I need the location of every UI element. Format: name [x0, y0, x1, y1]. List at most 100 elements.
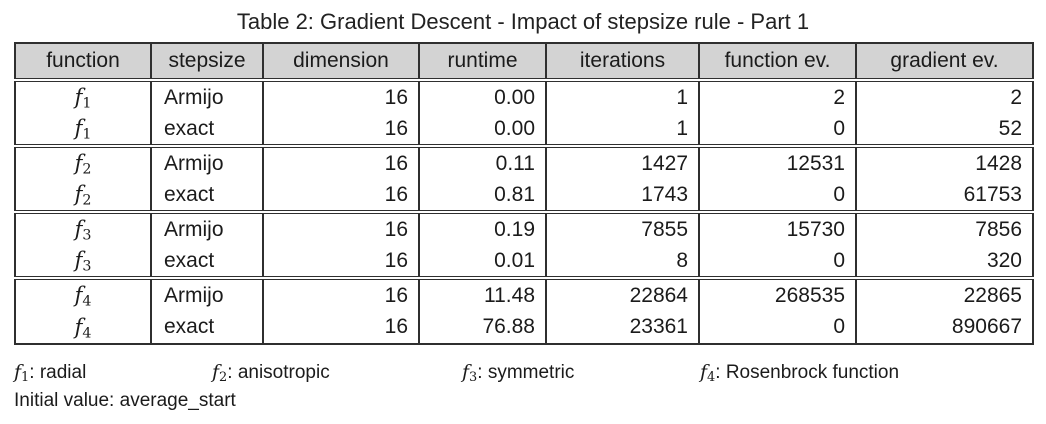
math-f-symbol: f — [74, 217, 83, 241]
math-f-symbol: f — [700, 361, 708, 383]
cell-runtime: 0.19 — [418, 210, 547, 245]
column-header-iterations: iterations — [545, 43, 700, 82]
table-row: f1 exact 16 0.00 1 0 52 — [14, 113, 1034, 146]
column-header-function_ev: function ev. — [698, 43, 857, 82]
cell-dimension: 16 — [262, 276, 420, 311]
math-f-symbol: f — [14, 361, 22, 383]
cell-dimension: 16 — [262, 210, 420, 245]
math-f-subscript: 2 — [82, 192, 92, 209]
cell-dimension: 16 — [262, 179, 420, 212]
math-f-symbol: f — [74, 151, 83, 175]
cell-stepsize: exact — [150, 311, 264, 344]
cell-dimension: 16 — [262, 113, 420, 146]
math-f-symbol: f — [74, 116, 83, 140]
cell-runtime: 0.00 — [418, 113, 547, 146]
cell-dimension: 16 — [262, 80, 420, 113]
legend-item-f2: f2: anisotropic — [212, 361, 330, 386]
cell-stepsize: exact — [150, 113, 264, 146]
cell-gradient_ev: 22865 — [855, 276, 1034, 311]
row-group-f1: f1 Armijo 16 0.00 1 2 2 f1 exact 16 0.00 1 0 52 — [14, 80, 1034, 146]
cell-dimension: 16 — [262, 245, 420, 278]
math-f-subscript: 3 — [82, 227, 92, 244]
cell-gradient_ev: 61753 — [855, 179, 1034, 212]
cell-function: f1 — [14, 113, 152, 146]
cell-function_ev: 12531 — [698, 144, 857, 179]
cell-function: f3 — [14, 210, 152, 245]
math-f-subscript: 1 — [82, 126, 92, 143]
cell-stepsize: Armijo — [150, 144, 264, 179]
cell-iterations: 8 — [545, 245, 700, 278]
cell-function: f3 — [14, 245, 152, 278]
math-f-subscript: 4 — [82, 293, 92, 310]
cell-runtime: 0.00 — [418, 80, 547, 113]
cell-iterations: 22864 — [545, 276, 700, 311]
legend-item-f1: f1: radial — [14, 361, 87, 386]
table-caption: Table 2: Gradient Descent - Impact of st… — [236, 9, 810, 34]
cell-gradient_ev: 890667 — [855, 311, 1034, 344]
cell-iterations: 1 — [545, 80, 700, 113]
cell-stepsize: Armijo — [150, 210, 264, 245]
cell-stepsize: exact — [150, 245, 264, 278]
cell-gradient_ev: 320 — [855, 245, 1034, 278]
cell-gradient_ev: 2 — [855, 80, 1034, 113]
initial-value-line: Initial value: average_start — [14, 389, 1046, 413]
cell-stepsize: Armijo — [150, 80, 264, 113]
math-f-subscript: 3 — [469, 370, 478, 386]
math-f-symbol: f — [74, 182, 83, 206]
cell-runtime: 0.01 — [418, 245, 547, 278]
cell-gradient_ev: 7856 — [855, 210, 1034, 245]
cell-function_ev: 268535 — [698, 276, 857, 311]
math-f-subscript: 1 — [21, 370, 30, 386]
math-f-subscript: 2 — [82, 161, 92, 178]
table-row: f3 Armijo 16 0.19 7855 15730 7856 — [14, 210, 1034, 245]
math-f-subscript: 3 — [82, 258, 92, 275]
cell-function_ev: 0 — [698, 311, 857, 344]
cell-function_ev: 0 — [698, 113, 857, 146]
table-row: f1 Armijo 16 0.00 1 2 2 — [14, 80, 1034, 113]
cell-function_ev: 0 — [698, 245, 857, 278]
cell-function: f4 — [14, 276, 152, 311]
cell-dimension: 16 — [262, 144, 420, 179]
math-f-subscript: 4 — [82, 325, 92, 342]
cell-stepsize: Armijo — [150, 276, 264, 311]
initial-value: average_start — [119, 390, 236, 411]
cell-function: f1 — [14, 80, 152, 113]
cell-function_ev: 2 — [698, 80, 857, 113]
table-row: f4 exact 16 76.88 23361 0 890667 — [14, 311, 1034, 344]
column-header-gradient_ev: gradient ev. — [855, 43, 1034, 82]
math-f-symbol: f — [212, 361, 220, 383]
cell-runtime: 11.48 — [418, 276, 547, 311]
math-f-symbol: f — [74, 283, 83, 307]
cell-gradient_ev: 1428 — [855, 144, 1034, 179]
table-row: f2 Armijo 16 0.11 1427 12531 1428 — [14, 144, 1034, 179]
legend-item-f4: f4: Rosenbrock function — [700, 361, 900, 386]
results-table: function stepsize dimension runtime iteratio… — [14, 42, 1034, 345]
row-group-f2: f2 Armijo 16 0.11 1427 12531 1428 f2 exact 16 0.81… — [14, 144, 1034, 212]
table-row: f4 Armijo 16 11.48 22864 268535 22865 — [14, 276, 1034, 311]
cell-gradient_ev: 52 — [855, 113, 1034, 146]
math-f-symbol: f — [462, 361, 470, 383]
function-legend: f1: radial f2: anisotropic f3: symmetric f4… — [14, 360, 1046, 385]
initial-value-label: Initial value: — [14, 390, 115, 411]
cell-function_ev: 15730 — [698, 210, 857, 245]
cell-iterations: 1743 — [545, 179, 700, 212]
math-f-subscript: 4 — [707, 370, 716, 386]
cell-runtime: 0.81 — [418, 179, 547, 212]
cell-function: f2 — [14, 179, 152, 212]
math-f-subscript: 2 — [219, 370, 228, 386]
column-header-dimension: dimension — [262, 43, 420, 82]
table-header: function stepsize dimension runtime iteratio… — [14, 43, 1034, 82]
table-row: f2 exact 16 0.81 1743 0 61753 — [14, 179, 1034, 212]
cell-iterations: 1 — [545, 113, 700, 146]
legend-item-f3: f3: symmetric — [462, 361, 575, 386]
column-header-stepsize: stepsize — [150, 43, 264, 82]
column-header-runtime: runtime — [418, 43, 547, 82]
cell-function_ev: 0 — [698, 179, 857, 212]
row-group-f3: f3 Armijo 16 0.19 7855 15730 7856 f3 exact 16 0.01… — [14, 210, 1034, 278]
cell-function: f4 — [14, 311, 152, 344]
row-group-f4: f4 Armijo 16 11.48 22864 268535 22865 f4 exact 16… — [14, 276, 1034, 344]
cell-iterations: 23361 — [545, 311, 700, 344]
cell-iterations: 1427 — [545, 144, 700, 179]
table-row: f3 exact 16 0.01 8 0 320 — [14, 245, 1034, 278]
